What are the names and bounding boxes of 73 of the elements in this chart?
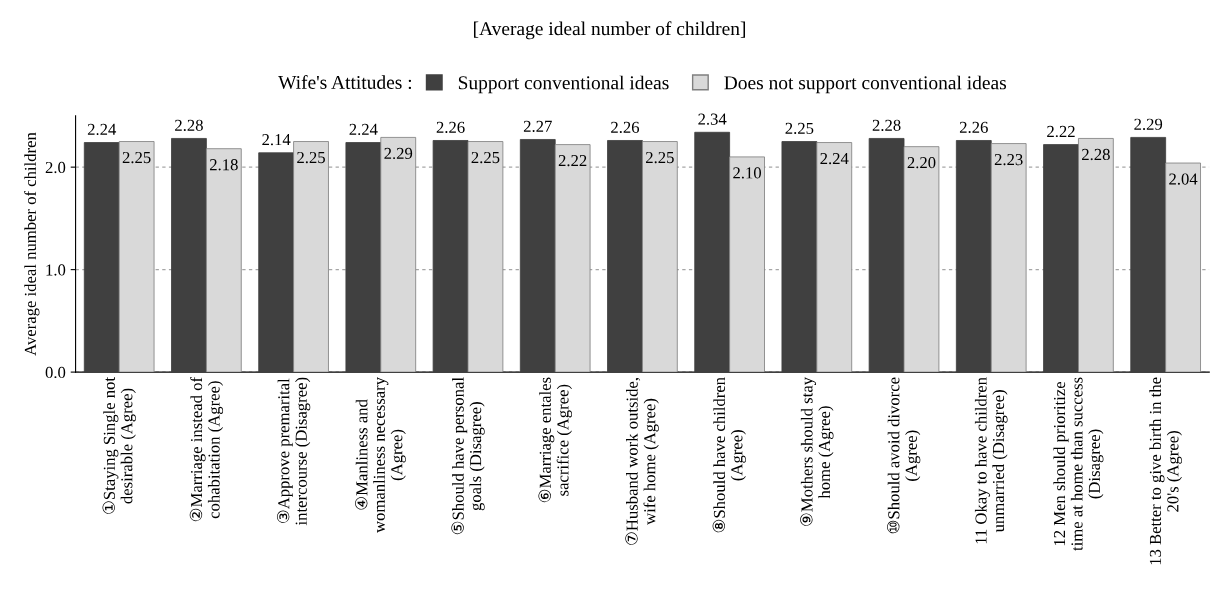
data-label: 2.28 xyxy=(175,119,203,131)
data-label: 2.27 xyxy=(523,120,552,132)
bar xyxy=(293,141,329,373)
bar xyxy=(816,142,853,373)
data-label: 2.24 xyxy=(820,152,849,165)
bar xyxy=(1165,162,1201,373)
data-label: 2.22 xyxy=(1047,125,1075,138)
data-label: 2.14 xyxy=(262,134,291,146)
legend-label: Support conventional ideas xyxy=(458,75,669,94)
data-label: 2.26 xyxy=(611,121,640,134)
x-tick-label: ①Staying Single not desirable (Agree) xyxy=(102,377,136,514)
bar xyxy=(83,142,120,373)
chart-title: [Average ideal number of children] xyxy=(473,21,746,40)
legend-title: Wife's Attitudes : xyxy=(278,75,412,90)
x-tick-label: ⑧Should have children (Agree) xyxy=(712,377,746,533)
data-label: 2.26 xyxy=(959,121,988,134)
x-tick-label: ③Approve premarital intercourse (Disagree) xyxy=(276,377,311,526)
x-tick-label: ④Manliness and womanliness necessary (Agree) xyxy=(355,377,406,533)
bar xyxy=(729,156,765,373)
data-label: 2.24 xyxy=(349,123,378,136)
legend-label: Does not support conventional ideas xyxy=(724,75,1007,94)
data-label: 2.10 xyxy=(733,167,762,179)
bar xyxy=(380,137,417,373)
y-axis-title: Average ideal number of children xyxy=(24,132,40,356)
bar xyxy=(519,139,556,373)
bar xyxy=(118,141,155,373)
y-tick-label: 0.0 xyxy=(45,366,66,379)
bar xyxy=(432,140,469,373)
bar xyxy=(990,143,1027,373)
bar xyxy=(1130,137,1167,373)
x-tick-label: ⑤Should have personal goals (Disagree) xyxy=(451,377,485,535)
y-tick-label: 1.0 xyxy=(46,264,66,276)
x-tick-label: ⑥Marriage entales sacrifice (Agree) xyxy=(538,377,572,503)
data-label: 2.28 xyxy=(1082,148,1110,161)
x-tick-label: ②Marriage instead of cohabitation (Agree) xyxy=(189,376,224,522)
data-label: 2.29 xyxy=(384,147,413,160)
data-label: 2.23 xyxy=(994,153,1023,166)
bar xyxy=(345,142,382,373)
bar xyxy=(258,152,295,373)
x-tick-label: ⑦Husband work outside, wife home (Agree) xyxy=(625,378,659,545)
data-label: 2.28 xyxy=(872,119,901,131)
data-label: 2.25 xyxy=(646,151,674,164)
data-label: 2.18 xyxy=(209,159,238,171)
x-tick-label: ⑩Should avoid divorce (Agree) xyxy=(886,377,921,534)
bar xyxy=(205,148,242,373)
x-tick-label: ⑨Mothers should stay home (Agree) xyxy=(800,377,834,526)
x-tick-label: 12 Men should prioritize time at home than success (Disagree) xyxy=(1053,377,1104,551)
data-label: 2.04 xyxy=(1169,173,1198,185)
data-label: 2.25 xyxy=(785,122,814,135)
x-tick-label: 13 Better to give birth in the 20's (Agree) xyxy=(1149,377,1182,565)
y-tick-label: 2.0 xyxy=(45,161,66,174)
data-label: 2.24 xyxy=(87,123,117,136)
bar xyxy=(554,144,591,373)
bar xyxy=(694,131,731,373)
data-label: 2.25 xyxy=(122,151,151,164)
data-label: 2.29 xyxy=(1134,118,1163,130)
bar xyxy=(955,140,992,373)
bar xyxy=(171,138,207,373)
bar xyxy=(641,141,678,373)
bar xyxy=(903,146,940,373)
bar xyxy=(868,138,905,373)
bar xyxy=(1043,144,1079,373)
bar xyxy=(607,140,643,373)
data-label: 2.25 xyxy=(471,151,500,164)
bar xyxy=(781,141,818,373)
bar xyxy=(467,141,504,373)
data-label: 2.34 xyxy=(698,113,727,125)
x-tick-label: 11 Okay to have children unmarried (Disagree) xyxy=(974,377,1008,544)
data-label: 2.26 xyxy=(436,121,465,134)
data-label: 2.20 xyxy=(907,157,936,169)
data-label: 2.22 xyxy=(558,155,587,167)
bar xyxy=(1078,138,1114,373)
data-label: 2.25 xyxy=(297,151,325,164)
